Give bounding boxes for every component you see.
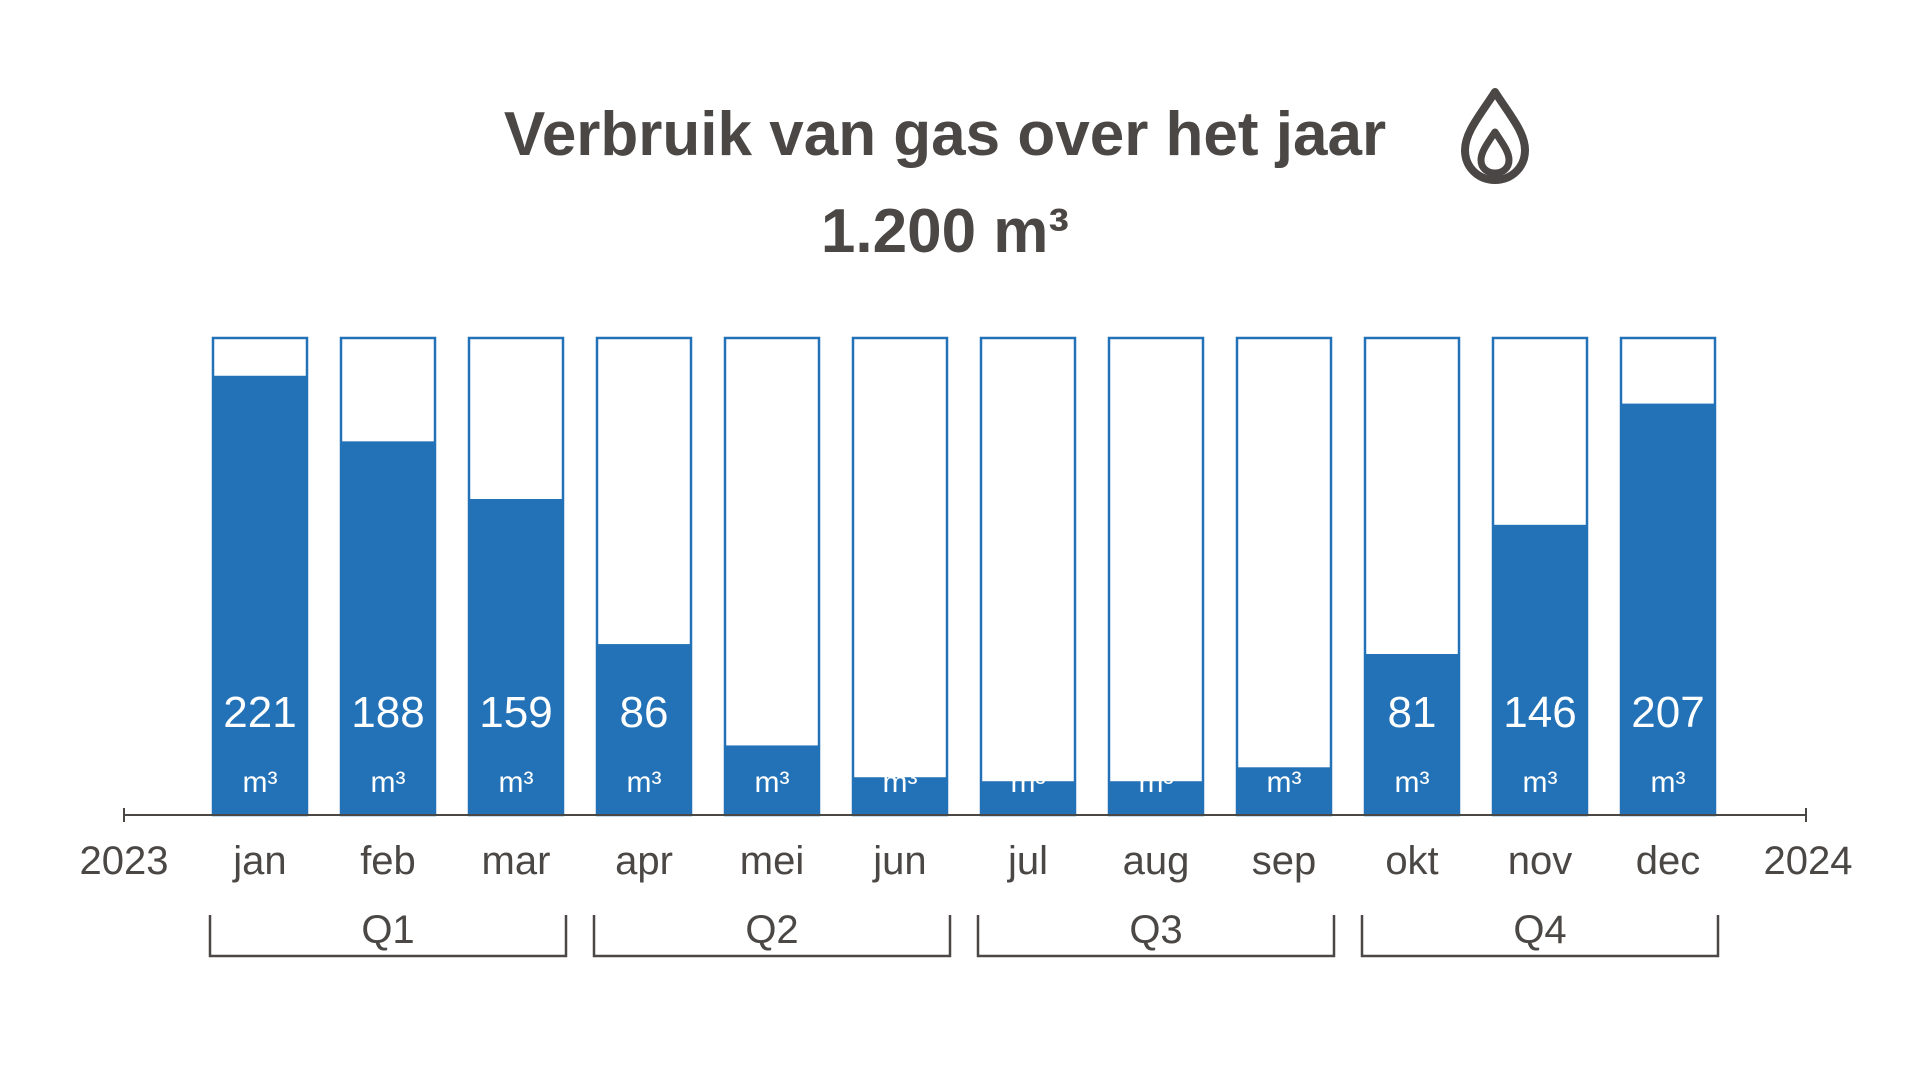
bar-group-mar: 159 m³ — [467, 336, 565, 817]
bar — [853, 777, 947, 815]
bar-unit-label: m³ — [1651, 766, 1686, 799]
quarter-bracket-q1: Q1 — [208, 908, 568, 958]
bar-value-label: 86 — [620, 688, 669, 737]
total-usage: 1.200 m³ — [821, 197, 1069, 266]
quarter-label: Q1 — [361, 908, 414, 952]
bar-value-label: 188 — [351, 688, 424, 737]
bar-group-jul: 17 m³ — [979, 336, 1077, 817]
month-label: aug — [1123, 839, 1190, 883]
bar — [1365, 654, 1459, 815]
bar — [597, 644, 691, 815]
bar — [341, 441, 435, 815]
bars-layer: 221m³188m³159m³86m³35m³19m³17m³17m³24m³8… — [211, 336, 1717, 817]
month-label: jul — [1007, 839, 1048, 883]
quarter-bracket-q4: Q4 — [1360, 908, 1720, 958]
month-label: mar — [482, 839, 551, 883]
axis-start-year-label: 2023 — [80, 839, 169, 883]
bar-value-label: 17 — [1132, 688, 1181, 737]
quarter-bracket-line — [592, 915, 952, 958]
bar — [469, 498, 563, 815]
bar-value-label: 159 — [479, 688, 552, 737]
bar-group-mei: 35 m³ — [723, 336, 821, 817]
bar-group-apr: 86 m³ — [595, 336, 693, 817]
bar-value-label: 17 — [1004, 688, 1053, 737]
quarter-bracket-line — [976, 915, 1336, 958]
quarter-bracket-line — [1360, 915, 1720, 958]
bar — [1621, 403, 1715, 815]
quarter-layer: Q1 Q2 Q3 Q4 — [208, 908, 1720, 958]
month-label: nov — [1508, 839, 1573, 883]
bar-value-label: 81 — [1388, 688, 1437, 737]
chart-title: Verbruik van gas over het jaar — [504, 100, 1386, 169]
bar-container — [851, 336, 949, 817]
quarter-label: Q3 — [1129, 908, 1182, 952]
bar-unit-label: m³ — [627, 766, 662, 799]
bar-unit-label: m³ — [1267, 766, 1302, 799]
bar-unit-label: m³ — [1139, 766, 1174, 799]
quarter-bracket-q2: Q2 — [592, 908, 952, 958]
bar-group-jan: 221 m³ — [211, 336, 309, 817]
month-label: mei — [740, 839, 804, 883]
quarter-label: Q4 — [1513, 908, 1566, 952]
bar — [725, 745, 819, 815]
bar-value-label: 24 — [1260, 688, 1309, 737]
axis-end-year-label: 2024 — [1764, 839, 1853, 883]
bar-value-label: 221 — [223, 688, 296, 737]
month-label: apr — [615, 839, 673, 883]
bar-container — [1107, 336, 1205, 817]
bar-container — [1235, 336, 1333, 817]
bar-value-label: 207 — [1631, 688, 1704, 737]
bar-unit-label: m³ — [243, 766, 278, 799]
bar-container — [979, 336, 1077, 817]
quarter-bracket-line — [208, 915, 568, 958]
bar-unit-label: m³ — [883, 766, 918, 799]
bar-group-nov: 146 m³ — [1491, 336, 1589, 817]
bar-group-feb: 188 m³ — [339, 336, 437, 817]
quarter-bracket-q3: Q3 — [976, 908, 1336, 958]
bar-group-aug: 17 m³ — [1107, 336, 1205, 817]
bar — [1493, 524, 1587, 815]
gas-flame-icon — [1461, 88, 1529, 184]
bar-value-label: 146 — [1503, 688, 1576, 737]
bar — [981, 781, 1075, 815]
bar-container — [723, 336, 821, 817]
bar-unit-label: m³ — [1523, 766, 1558, 799]
bar-unit-label: m³ — [1395, 766, 1430, 799]
bar-unit-label: m³ — [371, 766, 406, 799]
month-label: sep — [1252, 839, 1317, 883]
bar-unit-label: m³ — [499, 766, 534, 799]
bar-group-sep: 24 m³ — [1235, 336, 1333, 817]
month-label: feb — [360, 839, 416, 883]
quarter-label: Q2 — [745, 908, 798, 952]
bar-value-label: 19 — [876, 688, 925, 737]
bar — [1109, 781, 1203, 815]
bar-group-dec: 207 m³ — [1619, 336, 1717, 817]
bar-group-okt: 81 m³ — [1363, 336, 1461, 817]
bar-value-label: 35 — [748, 688, 797, 737]
month-label: okt — [1385, 839, 1438, 883]
bar — [213, 375, 307, 815]
bar-unit-label: m³ — [755, 766, 790, 799]
bar — [1237, 767, 1331, 815]
bar-group-jun: 19 m³ — [851, 336, 949, 817]
axis-layer: jan feb mar apr mei jun jul aug sep okt nov dec 2023… — [80, 808, 1853, 883]
month-label: dec — [1636, 839, 1701, 883]
month-label: jun — [872, 839, 926, 883]
bar-unit-label: m³ — [1011, 766, 1046, 799]
month-label: jan — [232, 839, 286, 883]
